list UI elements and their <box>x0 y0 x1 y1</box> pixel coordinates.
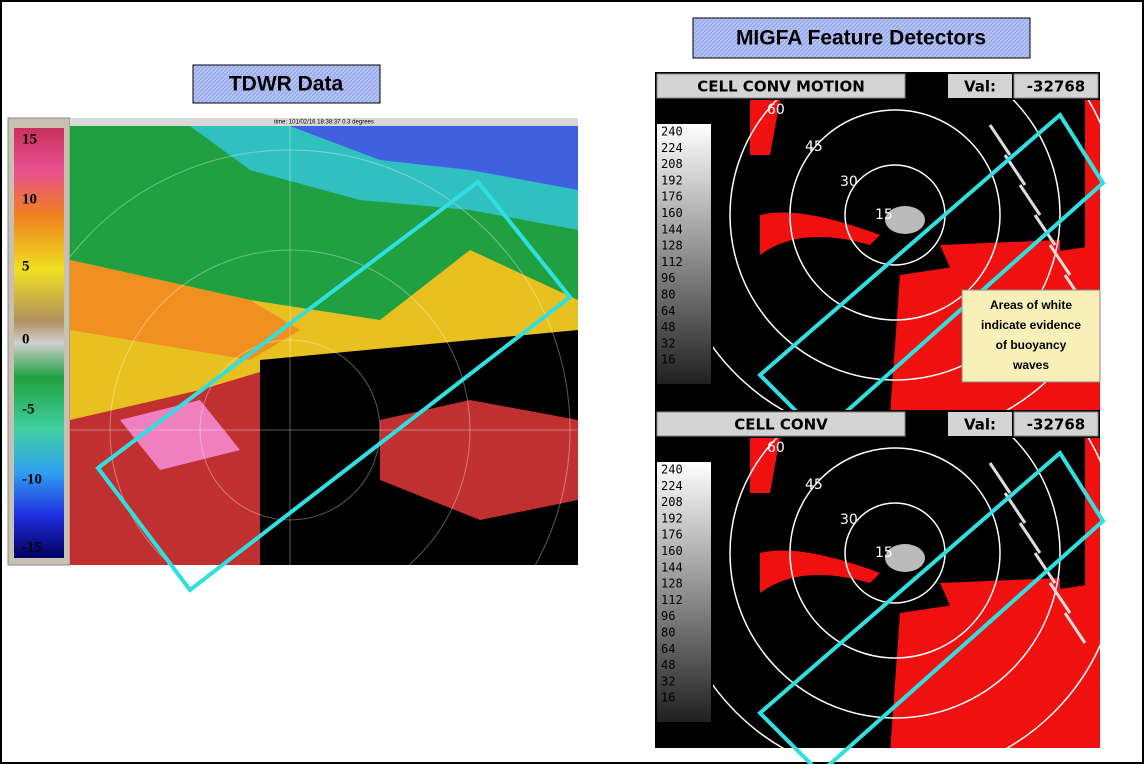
scale-label: 16 <box>661 691 675 705</box>
scale-label: 96 <box>661 609 675 623</box>
colorbar-label: -15 <box>22 539 42 555</box>
annotation-line: of buoyancy <box>996 338 1067 352</box>
scale-label: 240 <box>661 463 683 477</box>
scale-label: 208 <box>661 157 683 171</box>
ring-label: 30 <box>840 174 858 190</box>
colorbar-label: 10 <box>22 191 37 207</box>
scale-label: 240 <box>661 125 683 139</box>
colorbar-label: -10 <box>22 471 42 487</box>
ring-label: 45 <box>805 139 823 155</box>
scale-label: 64 <box>661 304 675 318</box>
val: -32768 <box>1027 416 1085 434</box>
scale-label: 160 <box>661 544 683 558</box>
scale-label: 48 <box>661 320 675 334</box>
scale-label: 112 <box>661 255 683 269</box>
annotation-line: waves <box>1012 358 1049 372</box>
ring-label: 45 <box>805 477 823 493</box>
scale-label: 112 <box>661 593 683 607</box>
slide: time: 101/02/16 18:38:37 0.3 degrees TDW… <box>0 0 1144 764</box>
scale-label: 160 <box>661 206 683 220</box>
ring-label: 60 <box>767 440 785 456</box>
ring-label: 60 <box>767 102 785 118</box>
scale-label: 144 <box>661 222 683 236</box>
scale-label: 192 <box>661 173 683 187</box>
scale-label: 48 <box>661 658 675 672</box>
scale-label: 80 <box>661 626 675 640</box>
val: -32768 <box>1027 78 1085 96</box>
red-region <box>1085 438 1100 743</box>
scale-label: 128 <box>661 577 683 591</box>
scale-label: 32 <box>661 674 675 688</box>
annotation-line: indicate evidence <box>981 318 1081 332</box>
ring-label: 30 <box>840 512 858 528</box>
scale-label: 96 <box>661 271 675 285</box>
detector-name: CELL CONV MOTION <box>697 78 865 96</box>
scale-label: 176 <box>661 528 683 542</box>
scale-label: 32 <box>661 336 675 350</box>
colorbar-label: 0 <box>22 331 30 347</box>
val-label: Val: <box>964 78 996 96</box>
scale-label: 80 <box>661 288 675 302</box>
scale-label: 224 <box>661 141 683 155</box>
image-header-text: time: 101/02/16 18:38:37 0.3 degrees <box>274 120 374 126</box>
scale-label: 16 <box>661 353 675 367</box>
val-label: Val: <box>964 416 996 434</box>
scale-label: 64 <box>661 642 675 656</box>
scale-label: 144 <box>661 560 683 574</box>
colorbar-label: 15 <box>22 131 37 147</box>
ring-label: 15 <box>875 545 893 561</box>
scale-label: 128 <box>661 239 683 253</box>
scale-label: 192 <box>661 511 683 525</box>
right-title: MIGFA Feature Detectors <box>736 27 986 50</box>
scale-label: 224 <box>661 479 683 493</box>
colorbar-label: -5 <box>22 401 35 417</box>
left-title: TDWR Data <box>229 73 344 96</box>
colorbar-label: 5 <box>22 258 30 274</box>
scale-label: 176 <box>661 190 683 204</box>
scale-label: 208 <box>661 495 683 509</box>
annotation-line: Areas of white <box>990 298 1072 312</box>
ring-label: 15 <box>875 207 893 223</box>
detector-name: CELL CONV <box>734 416 828 434</box>
